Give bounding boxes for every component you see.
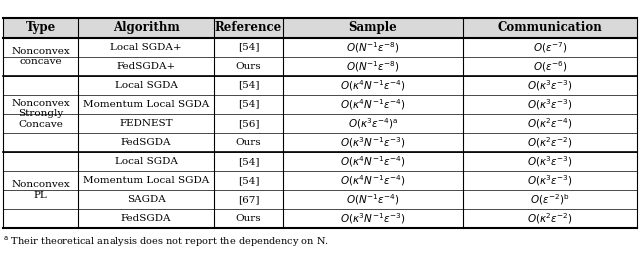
Text: Momentum Local SGDA: Momentum Local SGDA: [83, 176, 209, 185]
Bar: [78, 114, 214, 133]
Text: Local SGDA: Local SGDA: [115, 81, 177, 90]
Text: [54]: [54]: [237, 100, 259, 109]
Bar: [283, 152, 463, 171]
Text: Local SGDA: Local SGDA: [115, 157, 177, 166]
Bar: [214, 38, 283, 57]
Bar: [463, 18, 637, 38]
Text: SAGDA: SAGDA: [127, 195, 166, 204]
Text: $O\left(\kappa^3 N^{-1}\varepsilon^{-3}\right)$: $O\left(\kappa^3 N^{-1}\varepsilon^{-3}\…: [340, 135, 406, 150]
Bar: [283, 18, 463, 38]
Text: FedSGDA: FedSGDA: [121, 138, 172, 147]
Bar: [214, 209, 283, 228]
Text: Communication: Communication: [498, 21, 602, 34]
Bar: [78, 57, 214, 76]
Bar: [78, 38, 214, 57]
Bar: [78, 133, 214, 152]
Bar: [214, 76, 283, 95]
Text: [56]: [56]: [237, 119, 259, 128]
Bar: [463, 190, 637, 209]
Bar: [78, 209, 214, 228]
Bar: [283, 38, 463, 57]
Bar: [3, 38, 78, 76]
Text: $O\left(\kappa^4 N^{-1}\varepsilon^{-4}\right)$: $O\left(\kappa^4 N^{-1}\varepsilon^{-4}\…: [340, 78, 406, 93]
Bar: [463, 95, 637, 114]
Bar: [283, 209, 463, 228]
Bar: [463, 209, 637, 228]
Bar: [214, 18, 283, 38]
Text: $O\left(\kappa^2\varepsilon^{-2}\right)$: $O\left(\kappa^2\varepsilon^{-2}\right)$: [527, 211, 573, 226]
Bar: [463, 133, 637, 152]
Bar: [214, 114, 283, 133]
Text: FedSGDA+: FedSGDA+: [116, 62, 176, 71]
Text: [67]: [67]: [237, 195, 259, 204]
Bar: [463, 152, 637, 171]
Text: $O\left(\varepsilon^{-6}\right)$: $O\left(\varepsilon^{-6}\right)$: [532, 59, 567, 74]
Text: Type: Type: [26, 21, 56, 34]
Text: Ours: Ours: [236, 62, 261, 71]
Bar: [463, 171, 637, 190]
Bar: [283, 114, 463, 133]
Text: $O(\varepsilon^{-2})^{\mathrm{b}}$: $O(\varepsilon^{-2})^{\mathrm{b}}$: [530, 192, 570, 207]
Text: $O\left(\kappa^3 N^{-1}\varepsilon^{-3}\right)$: $O\left(\kappa^3 N^{-1}\varepsilon^{-3}\…: [340, 211, 406, 226]
Text: Reference: Reference: [215, 21, 282, 34]
Text: [54]: [54]: [237, 43, 259, 52]
Text: Momentum Local SGDA: Momentum Local SGDA: [83, 100, 209, 109]
Bar: [283, 133, 463, 152]
Bar: [283, 171, 463, 190]
Text: $O(\kappa^3\varepsilon^{-3})$: $O(\kappa^3\varepsilon^{-3})$: [527, 154, 573, 169]
Bar: [283, 190, 463, 209]
Text: $O\left(\kappa^4 N^{-1}\varepsilon^{-4}\right)$: $O\left(\kappa^4 N^{-1}\varepsilon^{-4}\…: [340, 97, 406, 112]
Bar: [78, 18, 214, 38]
Bar: [463, 38, 637, 57]
Text: Nonconvex
concave: Nonconvex concave: [12, 47, 70, 66]
Text: $O\left(N^{-1}\varepsilon^{-8}\right)$: $O\left(N^{-1}\varepsilon^{-8}\right)$: [346, 40, 400, 55]
Text: Algorithm: Algorithm: [113, 21, 179, 34]
Text: $O(\kappa^3\varepsilon^{-3})$: $O(\kappa^3\varepsilon^{-3})$: [527, 97, 573, 112]
Bar: [463, 76, 637, 95]
Text: Ours: Ours: [236, 214, 261, 223]
Bar: [214, 95, 283, 114]
Text: Local SGDA+: Local SGDA+: [110, 43, 182, 52]
Text: [54]: [54]: [237, 81, 259, 90]
Text: $O(\varepsilon^{-7})$: $O(\varepsilon^{-7})$: [532, 40, 567, 55]
Text: $O\left(\kappa^2\varepsilon^{-2}\right)$: $O\left(\kappa^2\varepsilon^{-2}\right)$: [527, 135, 573, 150]
Text: $O\left(\kappa^3\varepsilon^{-4}\right)^{\mathrm{a}}$: $O\left(\kappa^3\varepsilon^{-4}\right)^…: [348, 116, 398, 131]
Bar: [78, 190, 214, 209]
Bar: [3, 18, 78, 38]
Bar: [78, 171, 214, 190]
Bar: [78, 152, 214, 171]
Text: [54]: [54]: [237, 176, 259, 185]
Bar: [214, 57, 283, 76]
Bar: [3, 152, 78, 228]
Text: $^{\mathrm{a}}$ Their theoretical analysis does not report the dependency on N.: $^{\mathrm{a}}$ Their theoretical analys…: [3, 234, 329, 249]
Bar: [214, 171, 283, 190]
Text: $O\left(\kappa^4 N^{-1}\varepsilon^{-4}\right)$: $O\left(\kappa^4 N^{-1}\varepsilon^{-4}\…: [340, 173, 406, 188]
Bar: [78, 76, 214, 95]
Text: $O\left(N^{-1}\varepsilon^{-4}\right)$: $O\left(N^{-1}\varepsilon^{-4}\right)$: [346, 192, 400, 207]
Text: FedSGDA: FedSGDA: [121, 214, 172, 223]
Text: FEDNEST: FEDNEST: [119, 119, 173, 128]
Text: $O(\kappa^3\varepsilon^{-3})$: $O(\kappa^3\varepsilon^{-3})$: [527, 78, 573, 93]
Bar: [283, 76, 463, 95]
Bar: [463, 114, 637, 133]
Bar: [3, 76, 78, 152]
Bar: [214, 152, 283, 171]
Text: [54]: [54]: [237, 157, 259, 166]
Bar: [283, 57, 463, 76]
Text: $O\left(\kappa^2\varepsilon^{-4}\right)$: $O\left(\kappa^2\varepsilon^{-4}\right)$: [527, 116, 573, 131]
Text: Ours: Ours: [236, 138, 261, 147]
Text: Nonconvex
Strongly
Concave: Nonconvex Strongly Concave: [12, 99, 70, 129]
Text: Nonconvex
PL: Nonconvex PL: [12, 180, 70, 200]
Bar: [283, 95, 463, 114]
Bar: [214, 190, 283, 209]
Text: $O\left(N^{-1}\varepsilon^{-8}\right)$: $O\left(N^{-1}\varepsilon^{-8}\right)$: [346, 59, 400, 74]
Text: $O\left(\kappa^4 N^{-1}\varepsilon^{-4}\right)$: $O\left(\kappa^4 N^{-1}\varepsilon^{-4}\…: [340, 154, 406, 169]
Bar: [214, 133, 283, 152]
Bar: [463, 57, 637, 76]
Text: Sample: Sample: [349, 21, 397, 34]
Text: $O(\kappa^3\varepsilon^{-3})$: $O(\kappa^3\varepsilon^{-3})$: [527, 173, 573, 188]
Bar: [78, 95, 214, 114]
